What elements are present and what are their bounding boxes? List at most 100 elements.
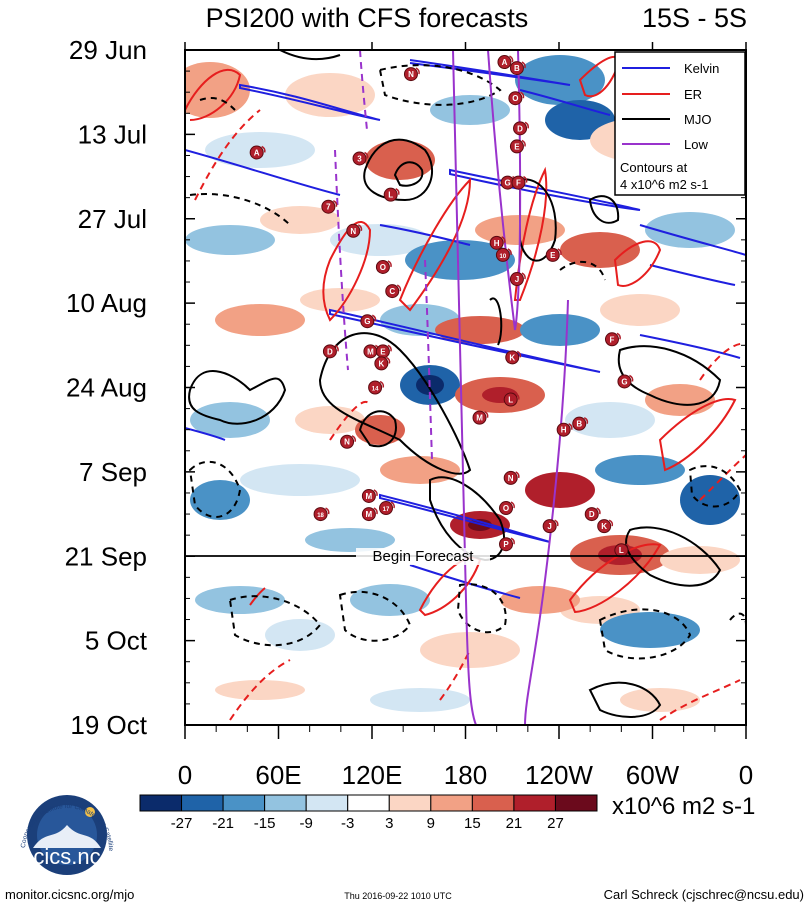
legend-box [614, 51, 746, 196]
storm-marker-label: N [408, 70, 414, 79]
storm-marker-icon [509, 61, 524, 76]
storm-marker-icon [379, 501, 394, 516]
x-tick-label: 60W [626, 760, 680, 790]
storm-marker: 7 [321, 199, 338, 214]
storm-marker-icon [513, 121, 528, 136]
y-tick-label: 27 Jul [78, 204, 147, 234]
x-tick-label: 60E [255, 760, 301, 790]
x-tick-label: 0 [178, 760, 192, 790]
storm-marker-label: H [494, 239, 500, 248]
storm-marker-label: J [515, 275, 519, 284]
storm-marker-icon [499, 501, 514, 516]
chart-title: PSI200 with CFS forecasts [206, 3, 529, 33]
storm-marker-icon [556, 422, 571, 437]
colorbar-swatch [388, 794, 432, 812]
storm-marker-icon [383, 187, 398, 202]
storm-marker: H [489, 235, 506, 250]
storm-marker-icon [511, 175, 526, 190]
storm-marker: O [375, 259, 392, 274]
storm-tail-icon [333, 200, 338, 207]
footer-url: monitor.cicsnc.org/mjo [5, 887, 134, 902]
colorbar-swatch [181, 794, 224, 812]
storm-marker-label: N [350, 227, 356, 236]
storm-marker-label: 18 [317, 513, 324, 519]
storm-marker-icon [508, 91, 523, 106]
storm-marker-icon [545, 247, 560, 262]
storm-tail-icon [390, 501, 395, 509]
storm-marker-label: M [476, 414, 483, 423]
storm-tail-icon [484, 410, 489, 418]
storm-marker-icon [489, 235, 504, 250]
storm-marker-icon [368, 380, 383, 395]
storm-tail-icon [334, 344, 339, 352]
storm-marker-icon [503, 392, 518, 407]
storm-marker-icon [352, 151, 367, 166]
storm-tail-icon [523, 175, 528, 183]
storm-marker-icon [346, 223, 361, 238]
storm-marker: A [249, 145, 266, 160]
storm-marker-label: L [619, 546, 624, 555]
storm-marker-icon [617, 374, 632, 389]
storm-marker: K [505, 350, 522, 365]
storm-marker-label: 14 [372, 387, 379, 393]
x-tick-label: 120E [342, 760, 403, 790]
storm-marker: L [503, 392, 520, 407]
storm-marker-label: 7 [326, 203, 331, 212]
storm-tail-icon [385, 356, 391, 364]
storm-tail-icon [515, 392, 520, 400]
storm-marker: N [403, 67, 420, 82]
axes: 29 Jun 13 Jul 27 Jul 10 Aug 24 Aug 7 Sep 21 Se… [65, 35, 754, 790]
storm-marker-label: G [621, 377, 627, 386]
storm-marker: K [597, 519, 614, 534]
storm-marker: D [584, 507, 601, 522]
storm-marker-label: N [508, 474, 514, 483]
storm-marker-icon [385, 284, 400, 299]
storm-marker: P [499, 537, 515, 552]
storm-marker-icon [321, 199, 336, 214]
storm-tail-icon [501, 236, 506, 244]
colorbar-level-label: 9 [427, 815, 435, 832]
storm-marker: E [375, 344, 392, 359]
storm-marker-label: E [514, 142, 520, 151]
logo-sun-icon [85, 807, 95, 817]
storm-marker-label: O [512, 94, 518, 103]
storm-marker-icon [572, 416, 587, 431]
storm-marker: M [472, 410, 489, 425]
storm-marker-icon [340, 434, 355, 449]
storm-marker-label: A [502, 58, 508, 67]
legend-label-low: Low [684, 137, 708, 152]
storm-marker-icon [509, 139, 524, 154]
storm-marker: J [509, 272, 526, 287]
storm-marker-icon [509, 272, 524, 287]
low-contours [334, 50, 569, 725]
storm-marker-label: K [378, 359, 384, 368]
storm-tail-icon [351, 435, 357, 442]
storm-marker-label: M [366, 510, 373, 519]
storm-tail-icon [373, 507, 378, 515]
storm-tail-icon [616, 332, 621, 340]
colorbar-level-label: 3 [385, 815, 393, 832]
footer-timestamp: Thu 2016-09-22 1010 UTC [344, 891, 452, 901]
storm-tail-icon [629, 374, 634, 382]
storm-marker: J [542, 519, 559, 534]
storm-marker-label: G [364, 317, 370, 326]
legend-label-kelvin: Kelvin [684, 61, 719, 76]
colorbar-swatch [222, 794, 266, 812]
colorbar-swatch [347, 794, 390, 812]
storm-marker: B [509, 61, 526, 76]
storm-tail-icon [625, 543, 631, 551]
storm-marker-icon [495, 247, 510, 262]
storm-marker-label: N [344, 438, 350, 447]
storm-marker: M [361, 507, 378, 522]
legend: Kelvin ER MJO Low Contours at 4 x10^6 m2… [614, 51, 746, 196]
storm-marker: D [322, 344, 339, 359]
colorbar-swatch [513, 794, 556, 812]
storm-marker: M [361, 488, 378, 503]
colorbar-level-label: -21 [212, 815, 234, 832]
storm-marker-label: L [508, 396, 513, 405]
y-tick-label: 13 Jul [78, 119, 147, 149]
storm-marker: F [511, 175, 528, 190]
y-tick-label: 7 Sep [79, 457, 147, 487]
colorbar-level-label: -3 [341, 815, 354, 832]
